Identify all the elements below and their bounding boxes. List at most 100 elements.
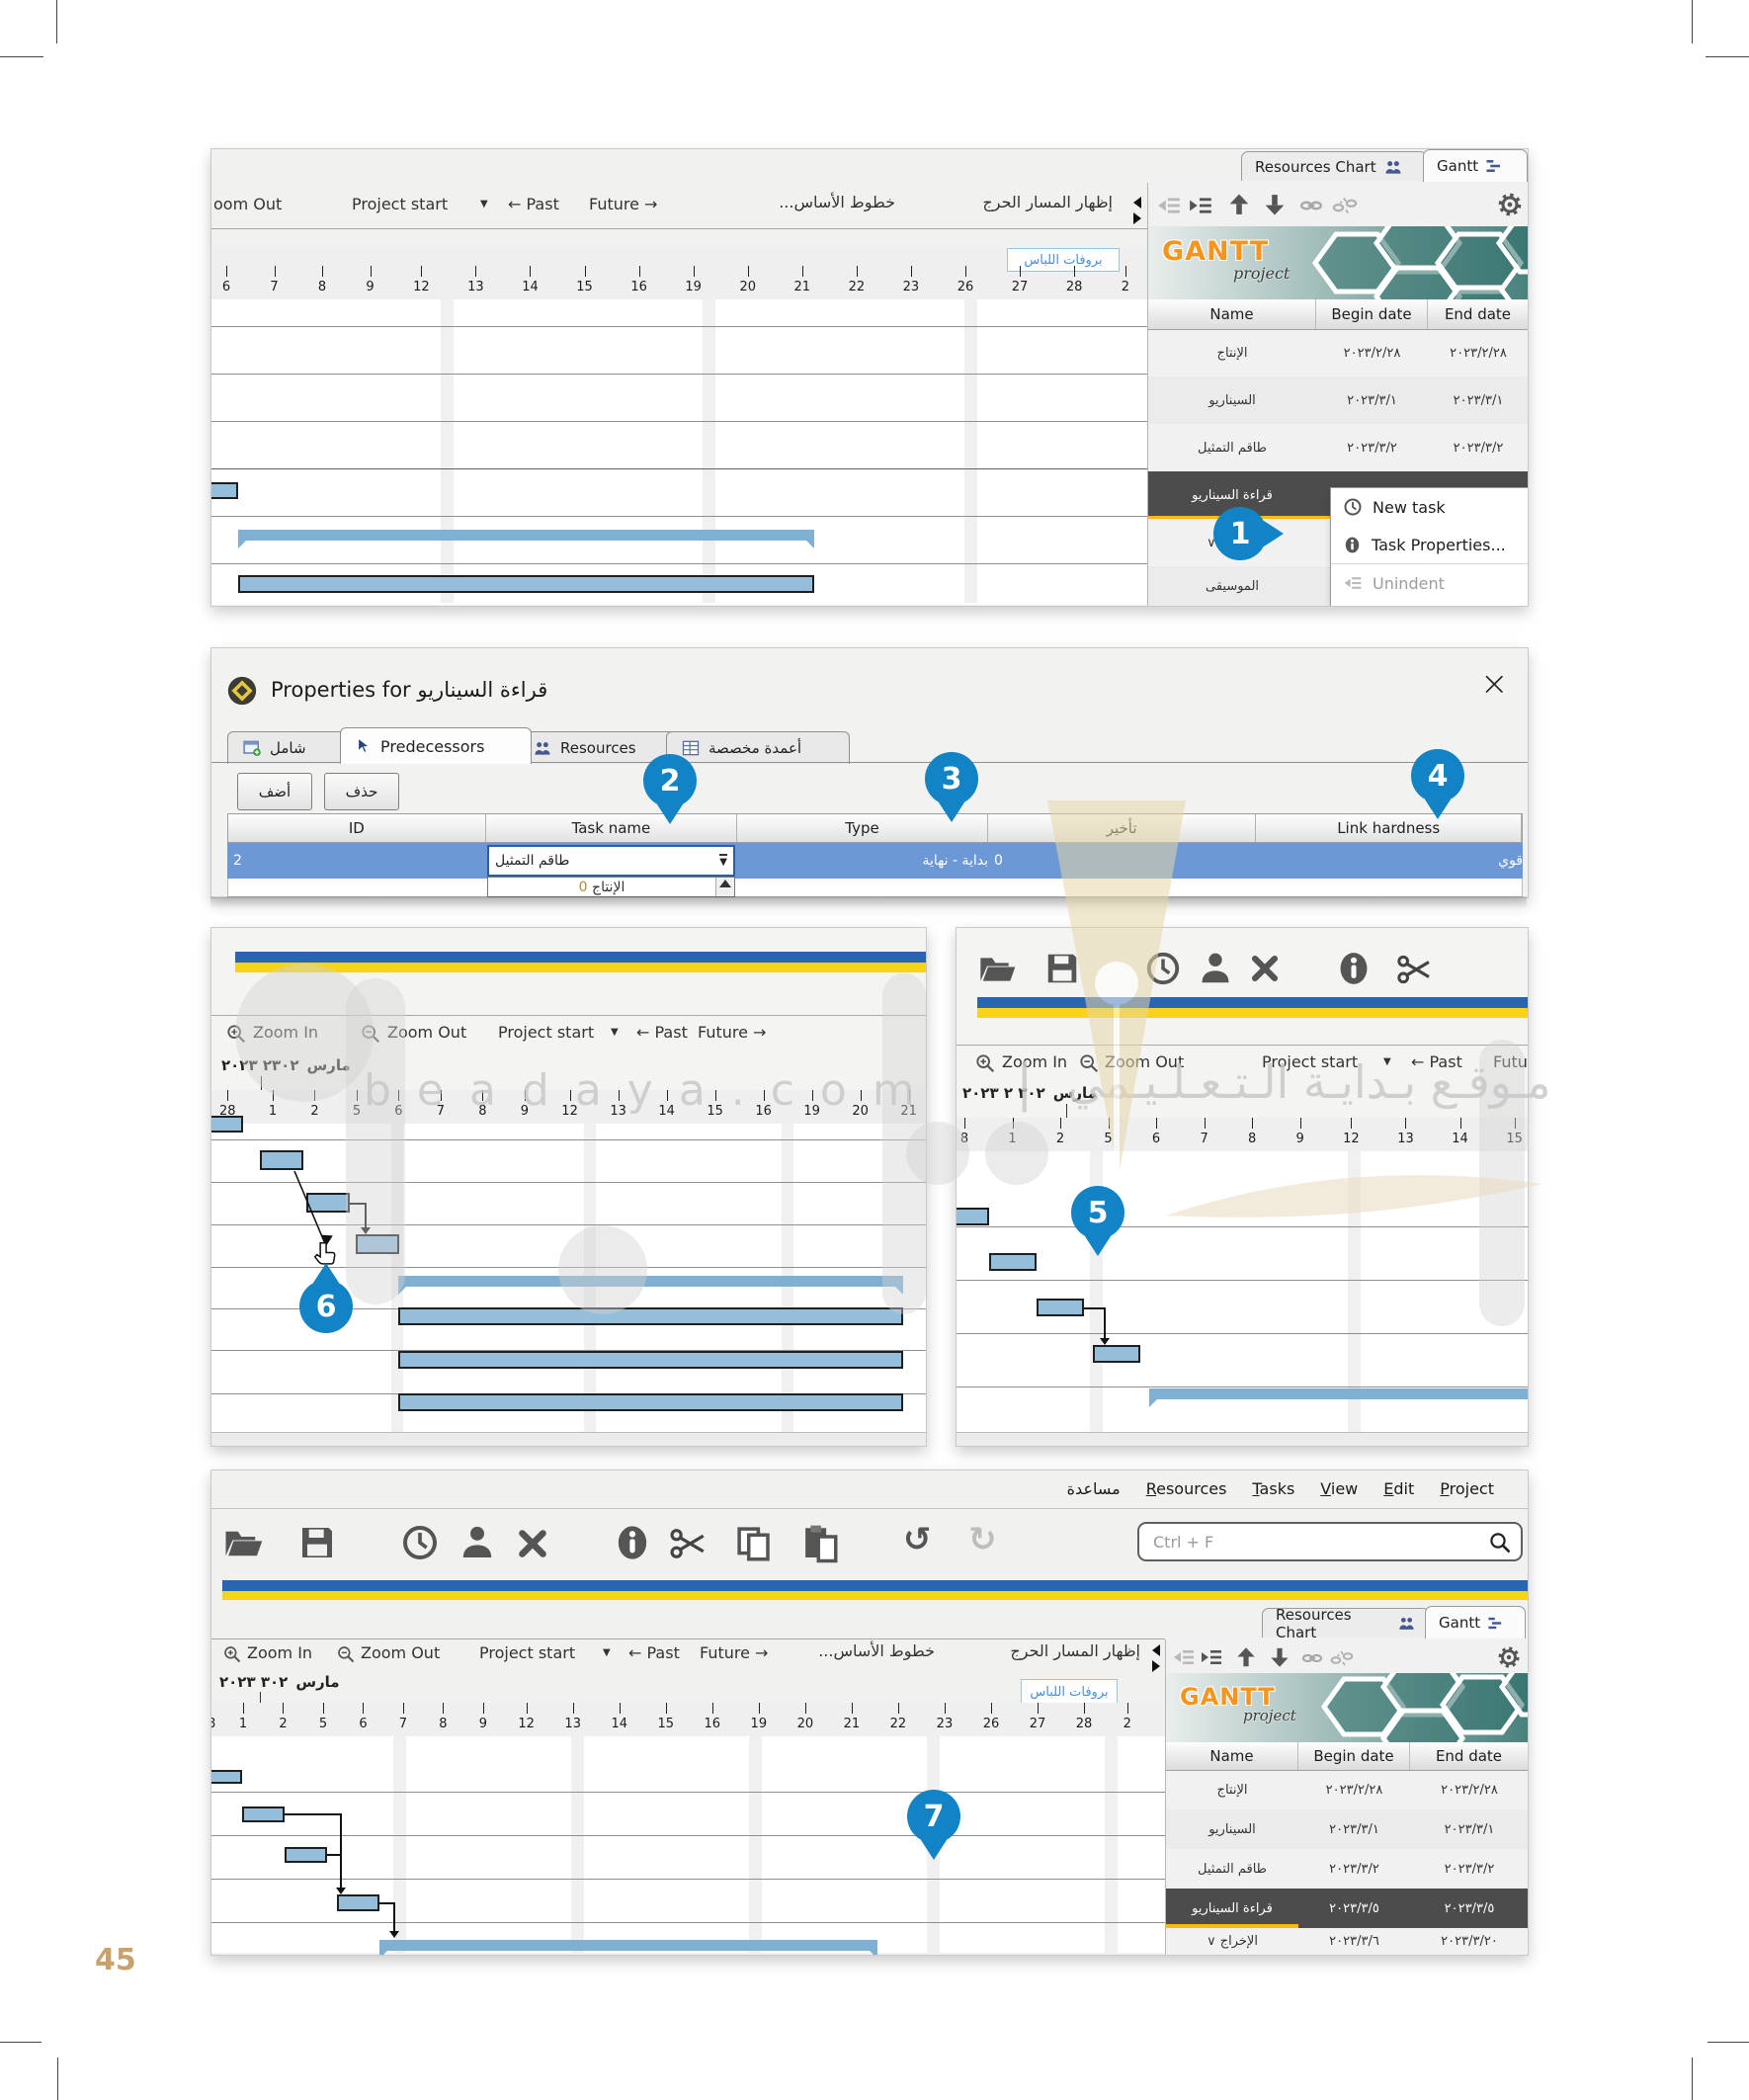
move-down-icon[interactable] xyxy=(1267,1644,1292,1670)
tab-resources[interactable]: Resources xyxy=(518,731,680,764)
task-bar[interactable] xyxy=(238,575,814,593)
delete-icon[interactable] xyxy=(1248,952,1282,985)
future-button[interactable]: Future → xyxy=(700,1643,769,1662)
person-icon[interactable] xyxy=(458,1523,497,1562)
unlink-icon[interactable] xyxy=(1330,1646,1354,1670)
undo-icon[interactable]: ↺ xyxy=(903,1520,932,1559)
col-end-date[interactable]: End date xyxy=(1410,1742,1528,1770)
past-button[interactable]: ← Past xyxy=(508,195,559,213)
project-start-button[interactable]: Project start xyxy=(352,195,449,213)
future-button[interactable]: Future → xyxy=(589,195,658,213)
indent-icon[interactable] xyxy=(1188,193,1213,218)
task-bar[interactable] xyxy=(211,1770,242,1784)
task-name-combobox[interactable]: طاقم التمثيل ▼ xyxy=(487,845,735,877)
menu-item-task-properties[interactable]: Task Properties... xyxy=(1331,526,1528,563)
col-begin-date[interactable]: Begin date xyxy=(1316,299,1428,329)
menu-item-unindent[interactable]: Unindent xyxy=(1331,563,1528,602)
tab-gantt[interactable]: Gantt xyxy=(1425,1606,1526,1638)
zoom-in-icon[interactable] xyxy=(225,1023,247,1045)
clock-icon[interactable] xyxy=(1144,950,1182,987)
gantt-chart-area[interactable] xyxy=(211,299,1147,605)
future-button[interactable]: Futu xyxy=(1493,1052,1528,1071)
splitter-left-icon[interactable] xyxy=(1152,1644,1160,1656)
scroll-up-icon[interactable] xyxy=(719,880,731,887)
zoom-out-icon[interactable] xyxy=(360,1023,381,1045)
col-begin-date[interactable]: Begin date xyxy=(1298,1742,1410,1770)
zoom-in-button[interactable]: Zoom In xyxy=(247,1643,313,1662)
past-button[interactable]: ← Past xyxy=(628,1643,680,1662)
zoom-out-icon[interactable] xyxy=(1078,1052,1100,1074)
project-start-button[interactable]: Project start xyxy=(498,1023,595,1042)
gear-icon[interactable] xyxy=(1496,191,1524,218)
add-button[interactable]: أضف xyxy=(237,773,312,810)
zoom-out-button[interactable]: Zoom Out xyxy=(1105,1052,1185,1071)
project-start-button[interactable]: Project start xyxy=(1262,1052,1359,1071)
zoom-out-button[interactable]: Zoom Out xyxy=(387,1023,467,1042)
tab-predecessors[interactable]: Predecessors xyxy=(340,727,532,764)
summary-bar[interactable] xyxy=(398,1276,903,1295)
delete-button[interactable]: حذف xyxy=(324,773,399,810)
copy-icon[interactable] xyxy=(733,1523,775,1564)
chevron-down-icon[interactable]: ▼ xyxy=(1383,1056,1391,1067)
link-icon[interactable] xyxy=(1300,1646,1324,1670)
show-critical-path-button[interactable]: إظهار المسار الحرج xyxy=(982,193,1113,211)
chevron-down-icon[interactable]: ▼ xyxy=(480,199,488,210)
task-bar[interactable] xyxy=(356,1234,399,1254)
summary-bar[interactable] xyxy=(1149,1388,1528,1407)
dropdown-item[interactable]: الإنتاج 0 xyxy=(578,880,625,895)
zoom-out-button[interactable]: oom Out xyxy=(213,195,283,213)
link-icon[interactable] xyxy=(1298,193,1324,218)
zoom-in-icon[interactable] xyxy=(974,1052,996,1074)
show-critical-path-button[interactable]: إظهار المسار الحرج xyxy=(1010,1641,1140,1660)
task-bar[interactable] xyxy=(398,1393,903,1411)
person-icon[interactable] xyxy=(1197,950,1234,987)
move-up-icon[interactable] xyxy=(1233,1644,1259,1670)
gear-icon[interactable] xyxy=(1496,1644,1522,1670)
outdent-icon[interactable] xyxy=(1172,1645,1196,1669)
chevron-down-icon[interactable]: ▼ xyxy=(611,1027,619,1038)
table-row[interactable]: الإخراج ∨ ٢٠٢٣/٣/٦ ٢٠٢٣/٣/٢٠ xyxy=(1166,1928,1528,1955)
menu-resources[interactable]: Resources xyxy=(1145,1479,1227,1498)
redo-icon[interactable]: ↻ xyxy=(968,1520,997,1559)
table-row[interactable]: الإنتاج ٢٠٢٣/٢/٢٨ ٢٠٢٣/٢/٢٨ xyxy=(1166,1770,1528,1809)
col-name[interactable]: Name xyxy=(1148,299,1316,329)
clock-icon[interactable] xyxy=(400,1523,440,1562)
search-input[interactable] xyxy=(1137,1522,1523,1561)
table-row[interactable]: طاقم التمثيل ٢٠٢٣/٣/٢ ٢٠٢٣/٣/٢ xyxy=(1148,424,1528,471)
menu-tasks[interactable]: Tasks xyxy=(1252,1479,1295,1498)
menu-edit[interactable]: Edit xyxy=(1383,1479,1415,1498)
task-bar[interactable] xyxy=(242,1806,285,1822)
task-bar[interactable] xyxy=(211,482,238,499)
zoom-in-button[interactable]: Zoom In xyxy=(1002,1052,1068,1071)
tab-resources-chart[interactable]: Resources Chart xyxy=(1241,151,1427,181)
past-button[interactable]: ← Past xyxy=(636,1023,688,1042)
unlink-icon[interactable] xyxy=(1332,193,1358,218)
search-icon[interactable] xyxy=(1488,1531,1512,1554)
zoom-out-icon[interactable] xyxy=(336,1644,356,1664)
task-bar[interactable] xyxy=(1093,1345,1140,1363)
table-row[interactable]: طاقم التمثيل ٢٠٢٣/٣/٢ ٢٠٢٣/٣/٢ xyxy=(1166,1849,1528,1889)
task-bar[interactable] xyxy=(211,1116,243,1133)
col-end-date[interactable]: End date xyxy=(1428,299,1528,329)
task-bar[interactable] xyxy=(337,1894,379,1911)
task-bar[interactable] xyxy=(260,1150,303,1170)
delete-icon[interactable] xyxy=(515,1526,550,1561)
paste-icon[interactable] xyxy=(799,1523,841,1564)
baselines-button[interactable]: خطوط الأساس... xyxy=(818,1641,935,1660)
tab-gantt[interactable]: Gantt xyxy=(1423,149,1528,182)
col-name[interactable]: Name xyxy=(1166,1742,1298,1770)
tab-general[interactable]: شامل xyxy=(227,731,352,764)
gantt-chart-area[interactable] xyxy=(211,1736,1165,1953)
future-button[interactable]: Future → xyxy=(698,1023,767,1042)
project-start-button[interactable]: Project start xyxy=(479,1643,576,1662)
zoom-in-icon[interactable] xyxy=(222,1644,242,1664)
past-button[interactable]: ← Past xyxy=(1411,1052,1462,1071)
task-bar[interactable] xyxy=(285,1847,327,1863)
menu-item-new-task[interactable]: New task xyxy=(1331,488,1528,526)
table-row[interactable]: الإنتاج ٢٠٢٣/٢/٢٨ ٢٠٢٣/٢/٢٨ xyxy=(1148,329,1528,377)
menu-project[interactable]: Project xyxy=(1440,1479,1494,1498)
chevron-down-icon[interactable]: ▼ xyxy=(603,1647,611,1658)
menu-view[interactable]: View xyxy=(1320,1479,1359,1498)
summary-bar[interactable] xyxy=(238,530,814,548)
zoom-out-button[interactable]: Zoom Out xyxy=(361,1643,441,1662)
